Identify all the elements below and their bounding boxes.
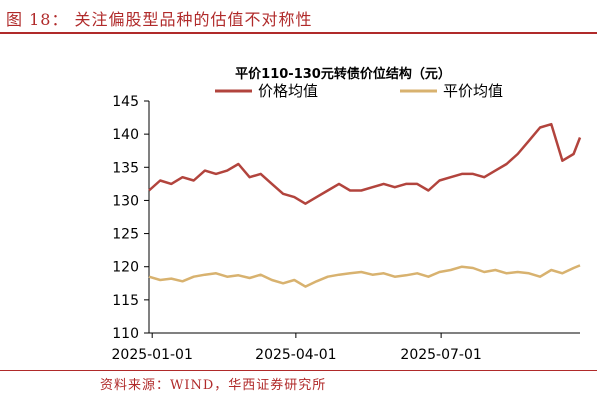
legend-label-price: 价格均值 [258,82,318,100]
source-rule [0,370,597,371]
x-tick-label: 2025-04-01 [255,347,336,363]
source-note: 资料来源：WIND，华西证券研究所 [100,378,327,393]
title-rule [0,32,597,34]
series-line-parity [148,264,581,288]
y-tick-label: 130 [112,193,139,209]
legend: 价格均值 平价均值 [215,82,503,100]
x-tick-label: 2025-07-01 [400,347,481,363]
figure-title: 图 18： 关注偏股型品种的估值不对称性 [6,10,313,29]
y-tick-label: 110 [112,326,139,342]
y-tick-label: 145 [112,94,139,110]
y-tick-label: 140 [112,127,139,143]
y-tick-label: 125 [112,227,139,243]
y-tick-label: 115 [112,293,139,309]
y-tick-label: 120 [112,260,139,276]
y-tick-label: 135 [112,160,139,176]
legend-label-parity: 平价均值 [443,82,503,100]
series-line-price [148,122,582,205]
x-tick-label: 2025-01-01 [112,347,193,363]
chart-title: 平价110-130元转债价位结构（元） [235,66,451,82]
